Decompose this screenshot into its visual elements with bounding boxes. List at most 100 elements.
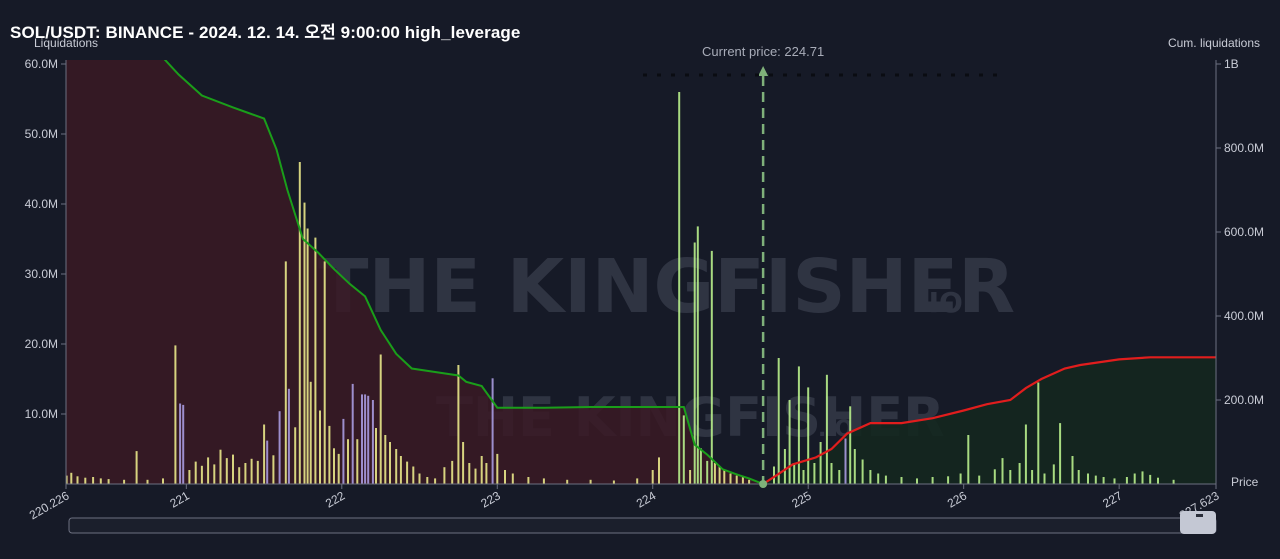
liquidation-bar [294, 427, 297, 484]
liquidation-bar [162, 478, 164, 484]
liquidation-bar [319, 410, 321, 484]
left-axis-ticks: 10.0M 20.0M 30.0M 40.0M 50.0M 60.0M [25, 57, 66, 421]
liquidation-bar [773, 466, 775, 484]
liquidation-bar [244, 463, 247, 484]
liquidation-bar [1018, 463, 1021, 484]
liquidation-bar [146, 479, 149, 484]
liquidation-bar [361, 394, 363, 484]
liquidation-bar [636, 478, 639, 484]
liquidation-bar [474, 468, 477, 484]
liquidation-bar [853, 449, 856, 484]
liquidation-bar [135, 451, 138, 484]
liquidation-bar [1172, 479, 1175, 484]
liquidation-bar [272, 455, 275, 484]
liquidation-bar [364, 394, 367, 484]
liquidation-bar [741, 477, 744, 484]
liquidation-bar [395, 449, 398, 484]
liquidation-bar [263, 424, 266, 484]
range-slider-track[interactable] [68, 517, 1217, 534]
cum-long-fill [763, 357, 1216, 484]
liquidation-bar [213, 464, 216, 484]
right-axis-tick-label: 800.0M [1224, 141, 1264, 155]
liquidation-bar [342, 418, 345, 484]
x-axis-tick-label: 221 [167, 488, 192, 510]
liquidation-bar [250, 458, 253, 484]
liquidation-bar [123, 479, 126, 484]
liquidation-bar [527, 477, 530, 484]
liquidation-bar [884, 475, 887, 484]
watermark-text: THE KINGFISHER [318, 244, 1015, 330]
cum-short-line [163, 60, 764, 484]
right-axis-title: Cum. liquidations [1167, 36, 1260, 50]
left-axis-tick-label: 60.0M [25, 57, 58, 71]
liquidation-bar [347, 439, 349, 484]
liquidation-bar [710, 250, 713, 484]
liquidation-bar [194, 461, 197, 484]
liquidation-bar [682, 415, 685, 484]
right-axis-tick-label: 600.0M [1224, 225, 1264, 239]
liquidation-bar [174, 345, 177, 484]
liquidation-bar [1133, 473, 1136, 484]
liquidation-bar [1141, 471, 1144, 484]
liquidation-bar [993, 469, 996, 484]
liquidation-bar [735, 475, 738, 484]
liquidation-bar [813, 463, 816, 484]
liquidation-bar [323, 261, 326, 484]
left-axis-title: Liquidations [34, 36, 99, 50]
liquidation-bar [819, 442, 822, 484]
liquidation-bar [1037, 382, 1040, 484]
liquidation-bar [651, 470, 654, 484]
liquidation-bar [314, 237, 317, 484]
liquidation-bar [375, 428, 377, 484]
cum-lines [163, 60, 1216, 484]
liquidation-bar [76, 476, 79, 484]
liquidation-bar [777, 358, 780, 484]
liquidation-bar [723, 470, 726, 484]
liquidation-bar [328, 425, 331, 484]
liquidation-bar [1113, 478, 1116, 484]
liquidation-bar [179, 403, 182, 484]
right-axis-tick-label: 1B [1224, 57, 1239, 71]
liquidation-bar [200, 465, 203, 484]
x-axis-tick-label: 223 [478, 488, 503, 510]
liquidation-bar [678, 92, 681, 484]
range-slider[interactable] [68, 511, 1217, 534]
liquidation-bar [1009, 470, 1012, 484]
liquidation-bar [542, 478, 545, 484]
liquidation-bar [238, 467, 241, 484]
x-axis-ticks: 220.226 221 222 223 224 225 226 227 227.623 [27, 484, 1222, 522]
liquidation-bar [696, 226, 699, 484]
liquidation-bar [298, 162, 301, 484]
liquidation-bar [66, 475, 68, 484]
liquidation-bar [861, 459, 864, 484]
liquidation-bar [278, 411, 281, 484]
liquidation-bar [830, 463, 833, 484]
liquidation-bar [959, 473, 962, 484]
liquidation-bar [807, 387, 810, 484]
liquidation-bar [406, 461, 409, 484]
liquidation-bar [457, 365, 460, 484]
cum-fills [66, 60, 1216, 484]
left-axis-tick-label: 50.0M [25, 127, 58, 141]
liquidation-bar [783, 449, 786, 484]
liquidation-bar [1031, 470, 1034, 484]
liquidation-bar [793, 463, 796, 484]
x-axis-title: Price [1231, 475, 1259, 489]
range-slider-handle[interactable] [1180, 511, 1216, 534]
liquidation-bar [389, 442, 391, 484]
liquidation-bar [729, 473, 732, 484]
liquidation-bar [188, 470, 191, 484]
liquidation-bar [838, 470, 841, 484]
liquidation-bar [788, 400, 791, 484]
liquidation-bar [219, 449, 222, 484]
liquidation-bar [468, 463, 471, 484]
liquidation-bar [718, 466, 721, 484]
cum-long-line [762, 356, 1216, 484]
cum-short-fill [66, 60, 764, 484]
liquidation-bar [1094, 475, 1097, 484]
liquidation-bar [356, 439, 359, 484]
x-axis-tick-label: 222 [323, 488, 348, 510]
liquidation-bar [849, 406, 852, 484]
liquidation-bar [182, 404, 185, 484]
